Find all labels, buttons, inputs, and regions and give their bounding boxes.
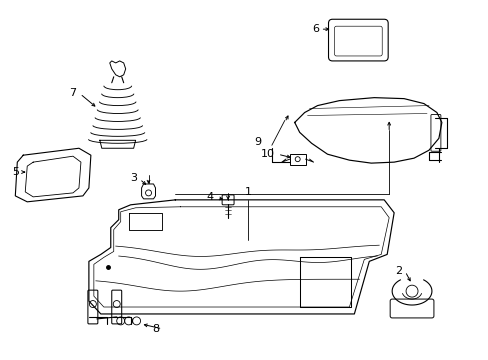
Text: 7: 7 — [69, 88, 77, 98]
Text: 5: 5 — [12, 167, 19, 177]
Text: 2: 2 — [395, 266, 402, 276]
Text: 8: 8 — [152, 324, 159, 334]
Text: 1: 1 — [244, 187, 251, 197]
Text: 6: 6 — [311, 24, 319, 34]
Text: 9: 9 — [254, 137, 261, 147]
Text: 10: 10 — [260, 149, 274, 159]
Text: 3: 3 — [130, 173, 137, 183]
Text: 4: 4 — [206, 192, 213, 202]
